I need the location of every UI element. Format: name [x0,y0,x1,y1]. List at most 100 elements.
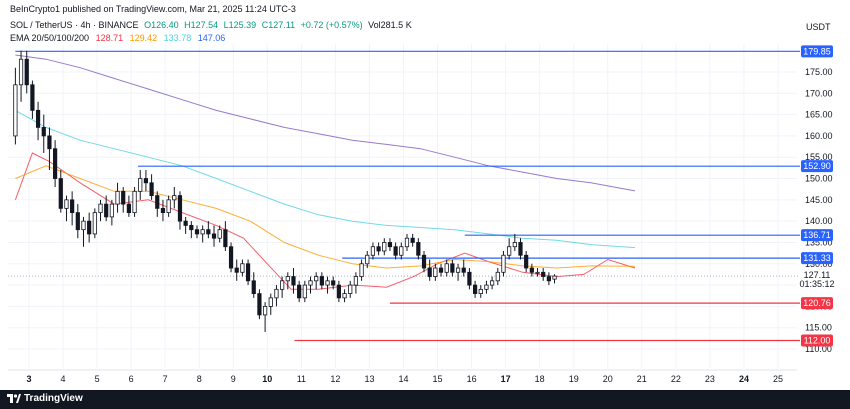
candle-body [410,237,415,243]
candle-body [387,242,393,248]
resistance-tag-label: 131.33 [803,253,831,263]
tradingview-logo-icon[interactable] [7,394,21,405]
time-tick-label: 12 [330,374,340,384]
candle-body [495,271,500,282]
open-value: O126.40 [144,20,179,30]
candle-body [13,84,18,137]
candle-body [24,58,29,86]
candle-body [467,271,472,286]
candle-body [35,109,41,128]
time-tick-label: 11 [297,374,306,384]
candle-body [336,284,341,299]
ema-line-2 [15,165,636,269]
candle-body [433,267,438,277]
candle-body [541,271,546,277]
ema-label[interactable]: EMA 20/50/100/200 [10,33,90,43]
ema-line-1 [14,152,636,290]
candle-body [41,127,46,137]
price-axis[interactable]: 110.00115.00120.00125.00130.00135.00140.… [805,67,833,354]
candle-body [455,267,461,273]
candle-body [126,203,131,214]
time-tick-label: 14 [398,374,408,384]
time-tick-label: 3 [26,374,31,384]
candle-body [132,190,137,214]
footer-bar: TradingView [0,390,850,409]
price-tick-label: 140.00 [805,216,833,226]
publisher-text: BeInCrypto1 published on TradingView.com… [10,4,296,14]
candle-body [30,84,35,111]
support-tag [801,297,833,310]
time-tick-label: 10 [262,374,272,384]
candle-body [285,276,290,282]
candle-body [552,275,557,280]
candles [13,50,557,332]
candle-body [200,229,205,235]
candle-body [98,203,103,214]
candle-body [450,263,455,273]
currency-label[interactable]: USDT [806,22,831,32]
candle-body [58,178,63,209]
candle-body [234,267,239,273]
ema-50-value: 129.42 [129,33,158,43]
price-tick-label: 115.00 [805,323,832,333]
time-tick-label: 5 [95,374,100,384]
candle-body [206,229,211,235]
resistance-tag [801,229,833,242]
candle-body [319,276,324,286]
candle-body [478,288,483,295]
price-tick-label: 155.00 [805,152,833,162]
time-tick-label: 8 [197,374,202,384]
candle-body [501,254,506,273]
candle-body [512,242,517,248]
resistance-tag [801,252,833,265]
candle-body [325,280,330,286]
price-tick-label: 135.00 [805,237,833,247]
time-tick-label: 17 [501,374,511,384]
price-chart[interactable]: 110.00115.00120.00125.00130.00135.00140.… [0,0,850,390]
time-tick-label: 15 [433,374,443,384]
time-tick-label: 19 [569,374,579,384]
resistance-tag-label: 179.85 [803,46,831,56]
candle-body [404,237,410,248]
high-value: H127.54 [184,20,219,30]
time-tick-label: 16 [467,374,477,384]
candle-body [18,58,24,86]
candle-body [393,246,398,256]
candle-body [365,254,370,265]
candle-body [535,271,540,274]
candle-body [121,190,126,205]
candle-body [104,203,109,218]
candle-body [382,242,387,252]
candle-body [228,246,234,269]
candle-body [472,284,478,295]
current-price-value: 127.11 [804,270,831,280]
candle-body [172,195,177,201]
candle-body [183,220,188,226]
candle-body [109,203,114,218]
time-tick-label: 21 [637,374,647,384]
candle-body [370,246,376,256]
time-axis[interactable]: 3 4 5 6 7 8 9 10 11 12 13 14 15 16 17 18 19 20 21 22 23 24 25 [26,374,783,384]
candle-body [223,229,228,248]
candle-body [257,293,262,316]
time-tick-label: 23 [705,374,715,384]
publisher-bar: BeInCrypto1 published on TradingView.com… [0,0,850,16]
candle-body [308,280,313,286]
ema-200-value: 147.06 [197,33,226,43]
candle-body [160,207,166,214]
candle-body [291,276,296,286]
time-tick-label: 20 [603,374,613,384]
candle-body [115,190,120,205]
candle-body [529,267,534,273]
candle-body [155,195,160,209]
candle-body [143,178,149,184]
time-tick-label: 7 [163,374,168,384]
price-tick-label: 170.00 [805,88,833,98]
time-tick-label: 4 [61,374,66,384]
candle-body [274,288,279,299]
candle-body [53,148,58,179]
pair-label[interactable]: SOL / TetherUS · 4h · BINANCE [10,20,139,30]
candle-body [342,293,347,299]
price-tick-label: 175.00 [805,67,833,77]
price-tick-label: 165.00 [805,110,833,120]
